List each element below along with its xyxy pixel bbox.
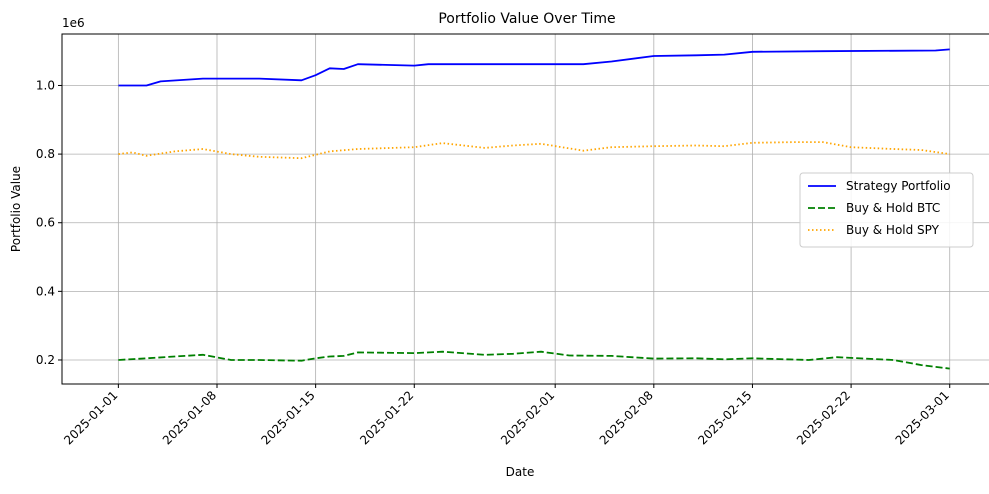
x-tick-label: 2025-02-22 <box>794 388 853 447</box>
plot-frame <box>61 33 989 385</box>
x-tick-label: 2025-01-22 <box>357 388 416 447</box>
series-layer <box>118 48 950 370</box>
x-axis-label: Date <box>506 465 535 479</box>
y-tick-label: 1.0 <box>36 78 55 92</box>
x-tick-label: 2025-02-01 <box>498 388 557 447</box>
series-line-buy-hold-spy <box>118 141 950 160</box>
x-tick-label: 2025-01-01 <box>61 388 120 447</box>
legend-entry: Buy & Hold BTC <box>846 201 940 215</box>
x-tick-label: 2025-03-01 <box>893 388 952 447</box>
legend-entry: Buy & Hold SPY <box>846 223 940 237</box>
series-line-buy-hold-btc <box>118 350 950 370</box>
series-line-strategy-portfolio <box>118 48 950 87</box>
x-tick-label: 2025-01-08 <box>160 388 219 447</box>
y-axis: 0.2 0.4 0.6 0.8 1.0 <box>36 78 62 367</box>
x-tick-label: 2025-01-15 <box>259 388 318 447</box>
x-tick-label: 2025-02-08 <box>597 388 656 447</box>
y-tick-label: 0.6 <box>36 216 55 230</box>
y-tick-label: 0.2 <box>36 353 55 367</box>
x-tick-label: 2025-02-15 <box>695 388 754 447</box>
legend: Strategy Portfolio Buy & Hold BTC Buy & Ho… <box>799 172 974 248</box>
chart-title: Portfolio Value Over Time <box>438 11 615 27</box>
x-axis: 2025-01-01 2025-01-08 2025-01-15 2025-01-22… <box>61 384 952 447</box>
y-axis-label: Portfolio Value <box>9 166 23 252</box>
legend-box <box>799 172 974 248</box>
legend-entry: Strategy Portfolio <box>846 179 951 193</box>
y-tick-label: 0.8 <box>36 147 55 161</box>
y-offset-text: 1e6 <box>62 16 85 30</box>
y-tick-label: 0.4 <box>36 284 55 298</box>
